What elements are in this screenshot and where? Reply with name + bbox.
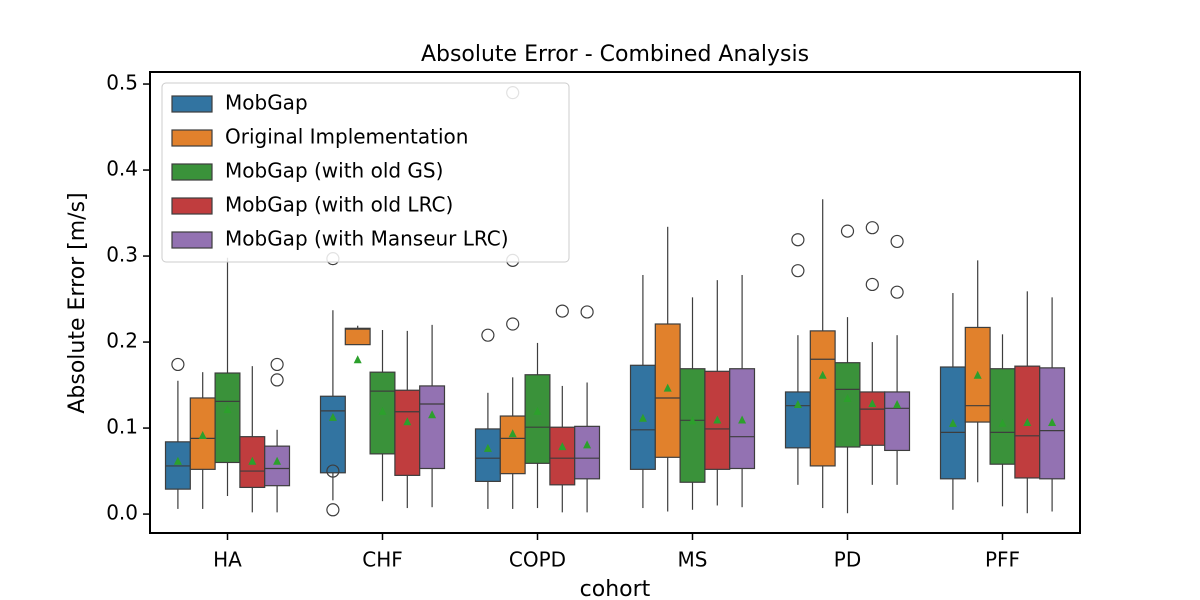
y-axis-label: Absolute Error [m/s]	[65, 192, 90, 413]
box	[574, 425, 601, 480]
y-tick-label: 0.0	[106, 501, 138, 525]
mean-marker	[738, 415, 747, 424]
mean-marker	[328, 412, 337, 421]
outlier	[791, 233, 805, 247]
box	[344, 327, 371, 346]
chart-title: Absolute Error - Combined Analysis	[421, 42, 809, 67]
mean-marker	[843, 393, 852, 402]
mean-marker	[818, 370, 827, 379]
box	[989, 368, 1016, 465]
mean-marker	[483, 443, 492, 452]
mean-marker	[793, 399, 802, 408]
mean-marker	[508, 429, 517, 438]
mean-marker	[1048, 418, 1057, 427]
mean-marker	[688, 416, 697, 425]
legend-frame	[161, 82, 570, 263]
mean-marker	[973, 370, 982, 379]
x-tick-label: HA	[213, 548, 242, 572]
outlier	[326, 503, 340, 517]
mean-marker	[713, 415, 722, 424]
mean-marker	[248, 456, 257, 465]
mean-marker	[428, 410, 437, 419]
mean-marker	[273, 456, 282, 465]
box	[214, 372, 241, 464]
legend-swatch	[171, 163, 213, 181]
mean-marker	[1023, 418, 1032, 427]
box	[394, 389, 421, 476]
mean-marker	[223, 405, 232, 414]
outlier	[865, 221, 879, 235]
outlier	[791, 264, 805, 278]
box	[264, 445, 291, 487]
legend-label: MobGap	[225, 91, 308, 115]
mean-marker	[638, 413, 647, 422]
mean-marker	[403, 417, 412, 426]
box	[809, 330, 836, 467]
box	[474, 428, 501, 482]
outlier	[865, 277, 879, 292]
outlier	[326, 464, 340, 478]
outlier	[270, 373, 284, 387]
legend-label: MobGap (with old GS)	[225, 159, 443, 183]
x-tick-label: MS	[678, 548, 708, 572]
mean-marker	[663, 383, 672, 392]
mean-marker	[173, 456, 182, 465]
y-tick-label: 0.2	[106, 329, 138, 353]
x-axis-label: cohort	[580, 577, 651, 600]
outlier	[270, 357, 284, 372]
mean-marker	[583, 440, 592, 449]
box	[549, 426, 576, 486]
box	[419, 385, 446, 470]
legend-label: MobGap (with Manseur LRC)	[225, 227, 509, 251]
mean-marker	[948, 418, 957, 427]
legend-swatch	[171, 231, 213, 249]
mean-marker	[558, 442, 567, 451]
box	[524, 374, 551, 464]
box	[319, 395, 346, 474]
x-tick-label: COPD	[509, 548, 566, 572]
mean-marker	[533, 406, 542, 415]
legend-label: MobGap (with old LRC)	[225, 193, 453, 217]
outlier	[890, 285, 904, 299]
mean-marker	[198, 430, 207, 439]
mean-marker	[998, 418, 1007, 427]
y-tick-label: 0.4	[106, 157, 138, 181]
outlier	[840, 224, 855, 238]
box	[679, 368, 706, 483]
x-tick-label: PFF	[985, 548, 1020, 572]
mean-marker	[353, 355, 362, 364]
x-tick-label: CHF	[362, 548, 403, 572]
y-tick-label: 0.3	[106, 243, 138, 267]
outlier	[481, 328, 495, 342]
legend-swatch	[171, 95, 213, 113]
outlier	[555, 304, 569, 318]
x-tick-label: PD	[834, 548, 861, 572]
outlier	[890, 234, 904, 249]
outlier	[171, 357, 185, 372]
box	[834, 362, 861, 448]
mean-marker	[868, 399, 877, 408]
box	[499, 415, 526, 475]
mean-marker	[893, 399, 902, 408]
y-tick-label: 0.1	[106, 415, 138, 439]
legend-swatch	[171, 197, 213, 215]
y-tick-label: 0.5	[106, 71, 138, 95]
legend-swatch	[171, 129, 213, 147]
plot-frame	[149, 71, 1081, 534]
mean-marker	[378, 406, 387, 415]
outlier	[580, 305, 594, 319]
outlier	[506, 317, 520, 331]
legend-label: Original Implementation	[225, 125, 468, 149]
